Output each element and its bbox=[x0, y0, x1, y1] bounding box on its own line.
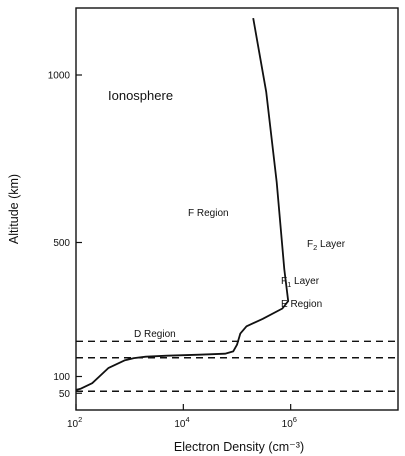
plot-frame bbox=[75, 7, 399, 411]
annotation-d-region: D Region bbox=[134, 329, 176, 340]
annotation-f2-layer: F2 Layer bbox=[307, 239, 346, 252]
y-tick-label: 50 bbox=[59, 389, 71, 400]
x-axis-title: Electron Density (cm⁻³) bbox=[174, 440, 304, 454]
x-tick-label: 102 bbox=[67, 415, 82, 430]
region-boundaries bbox=[76, 340, 398, 392]
y-tick-label: 1000 bbox=[48, 71, 71, 82]
x-axis-ticks: 102 104 106 bbox=[67, 404, 297, 430]
annotation-ionosphere: Ionosphere bbox=[108, 88, 173, 103]
y-axis-title: Altitude (km) bbox=[7, 174, 21, 244]
y-tick-label: 500 bbox=[53, 238, 70, 249]
x-tick-label: 106 bbox=[282, 415, 297, 430]
annotation-e-region: E Region bbox=[281, 299, 322, 310]
y-tick-label: 100 bbox=[53, 372, 70, 383]
electron-density-profile bbox=[75, 17, 290, 391]
annotation-f1-layer: F1 Layer bbox=[281, 276, 320, 289]
y-axis-ticks: 50 100 500 1000 bbox=[48, 71, 82, 400]
annotation-f-region: F Region bbox=[188, 208, 229, 219]
x-tick-label: 104 bbox=[174, 415, 189, 430]
